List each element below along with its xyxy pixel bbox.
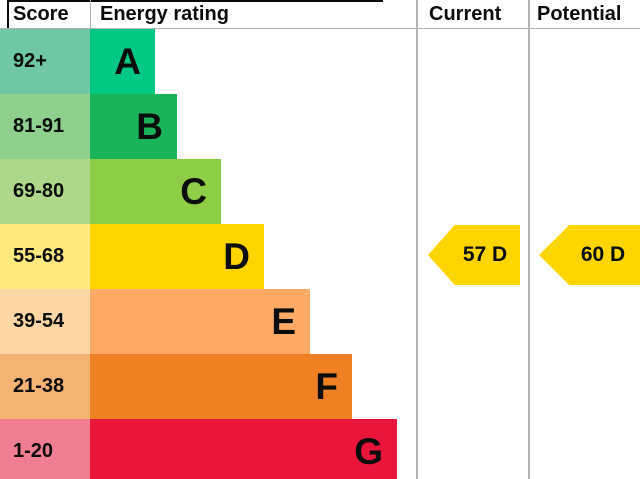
band-row-a: 92+ A <box>0 29 417 94</box>
current-rating-label: 57 D <box>462 243 508 266</box>
score-range-label: 55-68 <box>13 245 65 267</box>
score-range-label: 1-20 <box>13 440 54 462</box>
score-cell-f: 21-38 <box>0 354 90 419</box>
band-row-f: 21-38 F <box>0 354 417 419</box>
band-bar-a: A <box>90 29 155 94</box>
band-bar-e: E <box>90 289 310 354</box>
potential-rating-arrow: 60 D <box>539 225 640 285</box>
score-cell-a: 92+ <box>0 29 90 94</box>
header-left-border <box>7 0 9 28</box>
band-letter: E <box>271 301 296 342</box>
current-column-header: Current <box>429 3 502 25</box>
potential-column-header: Potential <box>537 3 622 25</box>
score-column-divider <box>90 0 91 28</box>
band-letter: G <box>354 431 383 472</box>
band-row-e: 39-54 E <box>0 289 417 354</box>
score-cell-c: 69-80 <box>0 159 90 224</box>
score-cell-d: 55-68 <box>0 224 90 289</box>
current-rating-arrow: 57 D <box>428 225 520 285</box>
band-bar-b: B <box>90 94 177 159</box>
score-range-label: 69-80 <box>13 180 65 202</box>
band-row-c: 69-80 C <box>0 159 417 224</box>
band-letter: F <box>315 366 338 407</box>
band-letter: B <box>136 106 163 147</box>
potential-column-divider <box>528 0 530 479</box>
header-underline <box>0 28 640 29</box>
current-column-divider <box>416 0 418 479</box>
band-bar-d: D <box>90 224 264 289</box>
band-row-b: 81-91 B <box>0 94 417 159</box>
band-bar-c: C <box>90 159 221 224</box>
band-bar-g: G <box>90 419 397 479</box>
score-column-header: Score <box>13 3 69 25</box>
score-range-label: 92+ <box>13 50 47 72</box>
energy-rating-column-header: Energy rating <box>100 3 229 25</box>
band-row-d: 55-68 D <box>0 224 417 289</box>
band-letter: C <box>180 171 207 212</box>
band-bar-f: F <box>90 354 352 419</box>
score-range-label: 81-91 <box>13 115 65 137</box>
band-letter: A <box>114 41 141 82</box>
score-cell-e: 39-54 <box>0 289 90 354</box>
score-cell-g: 1-20 <box>0 419 90 479</box>
potential-rating-label: 60 D <box>580 243 626 266</box>
score-range-label: 21-38 <box>13 375 65 397</box>
band-rows: 92+ A 81-91 B 69-80 C 55-68 <box>0 29 417 479</box>
band-row-g: 1-20 G <box>0 419 417 479</box>
score-range-label: 39-54 <box>13 310 65 332</box>
band-letter: D <box>223 236 250 277</box>
score-cell-b: 81-91 <box>0 94 90 159</box>
header-top-border <box>7 0 383 2</box>
